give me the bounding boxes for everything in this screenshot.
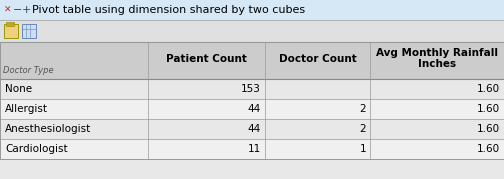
Text: Doctor Count: Doctor Count: [279, 54, 356, 64]
Text: 2: 2: [359, 104, 366, 114]
Text: Allergist: Allergist: [5, 104, 48, 114]
Text: 2: 2: [359, 124, 366, 134]
Text: 1.60: 1.60: [477, 124, 500, 134]
Bar: [6, 22, 14, 26]
Bar: [0, 42, 504, 79]
Bar: [22, 24, 36, 38]
Text: 44: 44: [248, 104, 261, 114]
Bar: [0, 20, 504, 42]
Bar: [4, 24, 18, 38]
Text: Cardiologist: Cardiologist: [5, 144, 68, 154]
Text: Patient Count: Patient Count: [166, 54, 247, 64]
Text: Anesthesiologist: Anesthesiologist: [5, 124, 91, 134]
Text: −: −: [13, 5, 22, 15]
Text: 11: 11: [248, 144, 261, 154]
Text: 1.60: 1.60: [477, 144, 500, 154]
Text: None: None: [5, 84, 32, 94]
Bar: [0, 79, 504, 99]
Text: ✕: ✕: [4, 6, 12, 14]
Text: Avg Monthly Rainfall
Inches: Avg Monthly Rainfall Inches: [376, 48, 498, 69]
Text: 153: 153: [241, 84, 261, 94]
Text: 1: 1: [359, 144, 366, 154]
Bar: [0, 0, 504, 20]
Text: Pivot table using dimension shared by two cubes: Pivot table using dimension shared by tw…: [32, 5, 305, 15]
Text: 44: 44: [248, 124, 261, 134]
Bar: [0, 99, 504, 119]
Bar: [0, 139, 504, 159]
Text: +: +: [22, 5, 31, 15]
Text: 1.60: 1.60: [477, 84, 500, 94]
Text: Doctor Type: Doctor Type: [3, 66, 53, 75]
Bar: [0, 119, 504, 139]
Text: 1.60: 1.60: [477, 104, 500, 114]
Bar: [0, 42, 504, 159]
